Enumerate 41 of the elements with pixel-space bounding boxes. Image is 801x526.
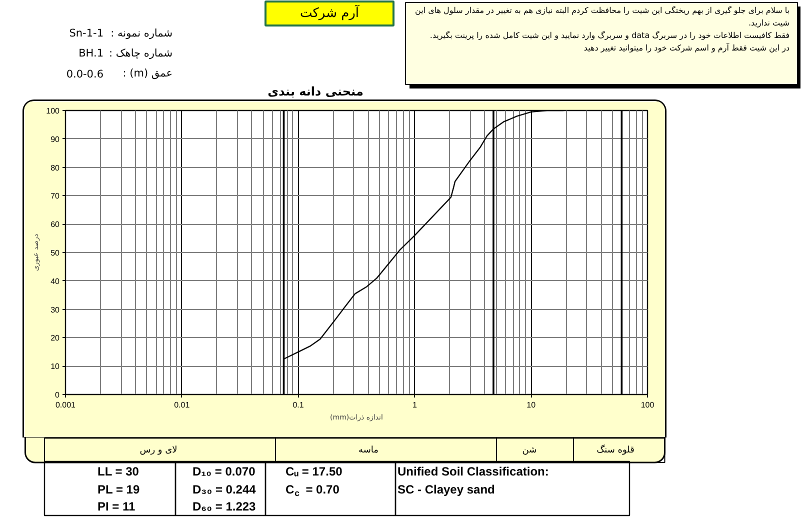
text: قلوه سنگ: [596, 444, 634, 456]
x-tick-label: 0.01: [174, 400, 190, 410]
text: D₁₀ = 0.070: [192, 464, 256, 478]
text: شن: [522, 446, 537, 456]
text: LL = 30: [98, 464, 140, 478]
x-tick-label: 0.1: [292, 400, 304, 410]
chart-title: منحنی دانه بندی: [268, 84, 364, 98]
text: آرم شرکت: [300, 4, 360, 21]
text: D₃₀ = 0.244: [192, 482, 256, 496]
text: فقط کافیست اطلاعات خود را در سربرگ data و سربرگ وارد نمایید و این شیت کامل شده را پرینت بگیرید.: [430, 30, 790, 40]
text: عمق (m) :: [122, 68, 173, 80]
text: Sn-1-1: [69, 28, 104, 40]
y-tick-label: 90: [50, 134, 60, 144]
text: شماره نمونه :: [110, 28, 173, 40]
y-tick-label: 0: [55, 390, 60, 400]
text: PL = 19: [98, 482, 140, 496]
y-tick-label: 20: [50, 334, 60, 343]
x-tick-label: 1: [412, 400, 418, 410]
y-tick-label: 10: [50, 362, 60, 372]
text: شماره چاهک :: [109, 48, 173, 60]
y-tick-label: 30: [50, 305, 60, 314]
x-tick-label: 10: [526, 400, 536, 410]
text: لای و رس: [140, 446, 178, 456]
text: D₆₀ = 1.223: [192, 500, 256, 514]
y-tick-label: 100: [46, 106, 60, 116]
y-tick-label: 40: [50, 276, 60, 286]
text: با سلام برای جلو گیری از بهم ریختگی این شیت را محافظت کردم البته نیازی هم به تغییر در مقدار سلول های این شیت ندارید.: [415, 5, 790, 28]
y-tick-label: 70: [50, 192, 60, 201]
x-tick-label: 0.001: [55, 400, 76, 410]
x-tick-label: 100: [640, 400, 655, 410]
text: BH.1: [78, 48, 104, 60]
text: ماسه: [358, 446, 379, 456]
text: در این شیت فقط آرم و اسم شرکت خود را میتوانید تغییر دهید: [584, 42, 790, 52]
text: Unified Soil Classification:: [398, 464, 549, 478]
y-tick-label: 50: [50, 248, 60, 258]
text: PI = 11: [98, 500, 136, 514]
text: 0.0-0.6: [66, 68, 104, 80]
y-tick-label: 80: [50, 163, 60, 172]
text: Cᵤ = 17.50: [286, 464, 343, 478]
y-tick-label: 60: [50, 220, 60, 230]
text: SC - Clayey sand: [398, 482, 495, 496]
